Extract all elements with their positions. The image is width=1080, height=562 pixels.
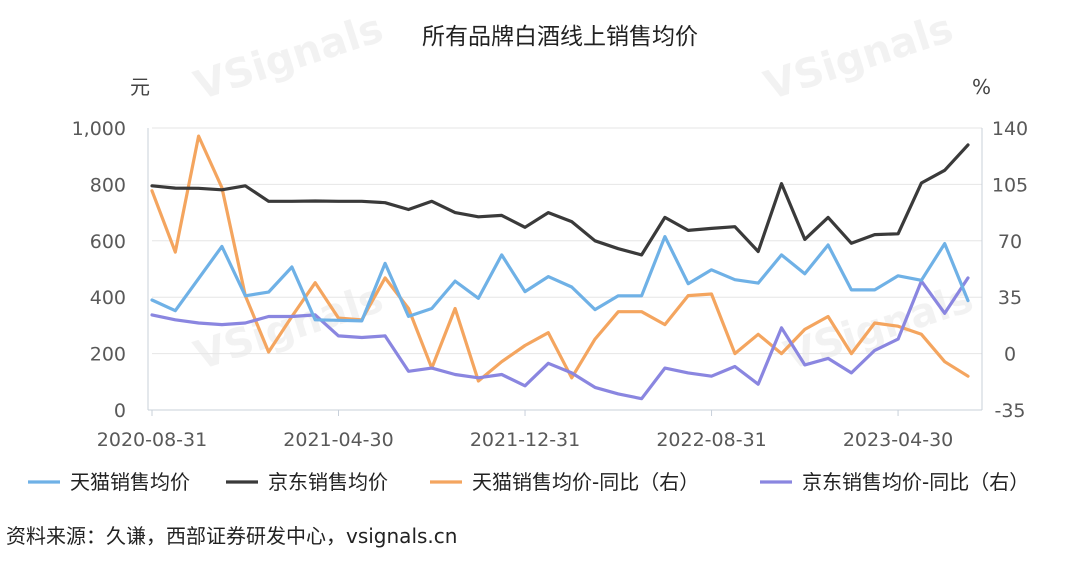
watermark-group: VSignals VSignals VSignals VSignals (189, 5, 979, 379)
axes: 0 -35 200 0 400 35 600 70 800 105 1,000 140 2020-08-… (72, 118, 1029, 451)
y-tick-label-right: 0 (1004, 344, 1016, 366)
x-tick-label: 2021-04-30 (283, 429, 393, 451)
watermark-text: VSignals (189, 275, 389, 379)
y-tick-label-right: 140 (992, 118, 1028, 140)
chart-title: 所有品牌白酒线上销售均价 (422, 24, 698, 50)
legend: 天猫销售均价 京东销售均价 天猫销售均价-同比（右） 京东销售均价-同比（右） (28, 470, 1029, 494)
y-tick-label-left: 200 (90, 344, 126, 366)
y-tick-label-right: 35 (998, 287, 1022, 309)
x-tick-label: 2023-04-30 (843, 429, 953, 451)
series-line (150, 235, 970, 323)
x-tick-label: 2020-08-31 (97, 429, 207, 451)
y-tick-label-left: 0 (114, 400, 126, 422)
y-tick-label-right: 70 (998, 231, 1022, 253)
y-tick-label-right: 105 (992, 174, 1028, 196)
y-tick-label-left: 400 (90, 287, 126, 309)
legend-label: 天猫销售均价 (70, 470, 190, 494)
y-tick-label-left: 600 (90, 231, 126, 253)
right-axis-unit: % (972, 75, 991, 99)
source-note: 资料来源：久谦，西部证券研发中心，vsignals.cn (6, 524, 458, 548)
series-line (150, 276, 970, 401)
x-tick-label: 2022-08-31 (656, 429, 766, 451)
y-tick-label-left: 1,000 (72, 118, 126, 140)
series-line (150, 134, 970, 383)
legend-label: 天猫销售均价-同比（右） (472, 470, 699, 494)
series-lines (150, 134, 970, 401)
series-line (150, 143, 970, 257)
x-tick-label: 2021-12-31 (470, 429, 580, 451)
watermark-text: VSignals (759, 5, 959, 109)
y-tick-label-left: 800 (90, 174, 126, 196)
y-tick-label-right: -35 (994, 400, 1025, 422)
legend-label: 京东销售均价-同比（右） (802, 470, 1029, 494)
legend-label: 京东销售均价 (268, 470, 388, 494)
watermark-text: VSignals (189, 5, 389, 109)
left-axis-unit: 元 (130, 75, 150, 99)
